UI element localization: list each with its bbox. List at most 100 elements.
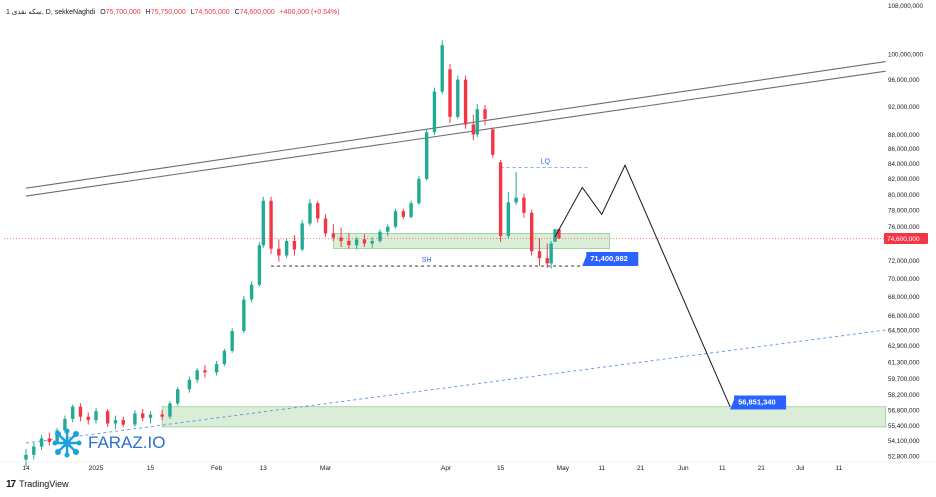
candle[interactable] bbox=[323, 214, 328, 237]
candle[interactable] bbox=[475, 103, 479, 138]
candle[interactable] bbox=[277, 239, 281, 262]
projection-path[interactable] bbox=[554, 164, 731, 407]
candle-body bbox=[386, 226, 390, 232]
candle[interactable] bbox=[261, 196, 265, 248]
candle[interactable] bbox=[491, 127, 495, 158]
candle[interactable] bbox=[409, 200, 413, 219]
candle[interactable] bbox=[78, 403, 83, 422]
candle[interactable] bbox=[316, 200, 320, 223]
candle[interactable] bbox=[300, 220, 304, 252]
candle-body bbox=[409, 203, 413, 217]
candle[interactable] bbox=[331, 224, 336, 241]
candle[interactable] bbox=[362, 234, 367, 247]
candle-body bbox=[370, 240, 374, 244]
candle[interactable] bbox=[549, 240, 553, 269]
y-tick-label: 55,400,000 bbox=[888, 423, 920, 430]
candle[interactable] bbox=[417, 175, 421, 205]
demand-zone[interactable] bbox=[332, 233, 610, 250]
last-price-tag bbox=[884, 232, 928, 244]
candle[interactable] bbox=[140, 408, 145, 422]
candle[interactable] bbox=[347, 233, 351, 249]
candle[interactable] bbox=[498, 160, 503, 242]
candle[interactable] bbox=[113, 415, 118, 430]
candle[interactable] bbox=[471, 114, 476, 141]
candle[interactable] bbox=[522, 193, 526, 218]
candle[interactable] bbox=[483, 105, 487, 126]
demand-zone[interactable] bbox=[161, 406, 887, 428]
candle[interactable] bbox=[242, 295, 246, 333]
candle[interactable] bbox=[86, 412, 90, 425]
candle[interactable] bbox=[448, 64, 452, 124]
candle[interactable] bbox=[393, 208, 398, 229]
last-price-label: 74,600,000 bbox=[887, 236, 920, 243]
candle[interactable] bbox=[168, 401, 172, 419]
price-callout[interactable] bbox=[582, 252, 639, 267]
tradingview-footer[interactable]: 17 TradingView bbox=[6, 477, 69, 491]
candle[interactable] bbox=[47, 432, 52, 446]
candle[interactable] bbox=[230, 328, 234, 353]
candle-body bbox=[63, 418, 67, 431]
candle[interactable] bbox=[222, 348, 227, 367]
low-value: 74,505,000 bbox=[195, 9, 230, 16]
candle-body bbox=[32, 446, 36, 455]
candle[interactable] bbox=[269, 196, 273, 254]
y-tick-label: 54,100,000 bbox=[888, 438, 920, 445]
candle[interactable] bbox=[537, 238, 542, 267]
candle-body bbox=[483, 109, 487, 119]
candle[interactable] bbox=[378, 229, 382, 243]
candle[interactable] bbox=[440, 40, 444, 95]
x-tick-label: Mar bbox=[320, 465, 332, 472]
candle[interactable] bbox=[249, 281, 254, 303]
candle[interactable] bbox=[214, 361, 219, 376]
candle[interactable] bbox=[148, 411, 153, 424]
candle-body bbox=[491, 129, 495, 155]
price-callout[interactable] bbox=[730, 395, 787, 410]
candle[interactable] bbox=[456, 75, 460, 119]
candle[interactable] bbox=[424, 128, 429, 181]
candle[interactable] bbox=[32, 443, 36, 460]
candle[interactable] bbox=[203, 365, 207, 378]
candle-body bbox=[378, 231, 382, 241]
tradingview-logo-icon: 17 bbox=[6, 478, 16, 490]
candle[interactable] bbox=[257, 241, 262, 287]
candle[interactable] bbox=[553, 228, 557, 242]
candle-body bbox=[257, 245, 262, 285]
channel-line[interactable] bbox=[25, 61, 886, 189]
candle[interactable] bbox=[386, 224, 390, 236]
candle[interactable] bbox=[506, 192, 511, 239]
y-tick-label: 86,000,000 bbox=[888, 146, 920, 153]
candle[interactable] bbox=[187, 376, 192, 393]
candle-body bbox=[86, 416, 90, 421]
candle[interactable] bbox=[195, 368, 199, 383]
candle[interactable] bbox=[39, 434, 44, 451]
candle[interactable] bbox=[354, 236, 359, 250]
candle[interactable] bbox=[70, 404, 75, 423]
candle[interactable] bbox=[105, 408, 110, 427]
candle[interactable] bbox=[529, 209, 534, 256]
close-value: 74,600,000 bbox=[240, 9, 275, 16]
channel-line[interactable] bbox=[25, 70, 886, 197]
candle[interactable] bbox=[463, 75, 468, 129]
candle[interactable] bbox=[284, 238, 289, 259]
candle-body bbox=[47, 438, 52, 442]
candle[interactable] bbox=[401, 208, 406, 220]
candle-body bbox=[160, 414, 164, 417]
candle[interactable] bbox=[545, 243, 549, 268]
candle-body bbox=[277, 248, 281, 256]
candle[interactable] bbox=[308, 199, 312, 226]
candle[interactable] bbox=[370, 237, 374, 248]
candle-body bbox=[440, 45, 444, 92]
candle[interactable] bbox=[292, 235, 297, 256]
candle[interactable] bbox=[133, 410, 137, 427]
candle[interactable] bbox=[160, 410, 164, 421]
candle[interactable] bbox=[514, 172, 518, 205]
candle[interactable] bbox=[339, 227, 343, 247]
dashed-trendline[interactable] bbox=[25, 329, 886, 444]
candle[interactable] bbox=[432, 87, 437, 136]
candle[interactable] bbox=[24, 448, 28, 467]
candle-body bbox=[133, 413, 137, 425]
candle[interactable] bbox=[121, 416, 125, 427]
candle[interactable] bbox=[176, 387, 180, 406]
candle[interactable] bbox=[94, 407, 98, 424]
